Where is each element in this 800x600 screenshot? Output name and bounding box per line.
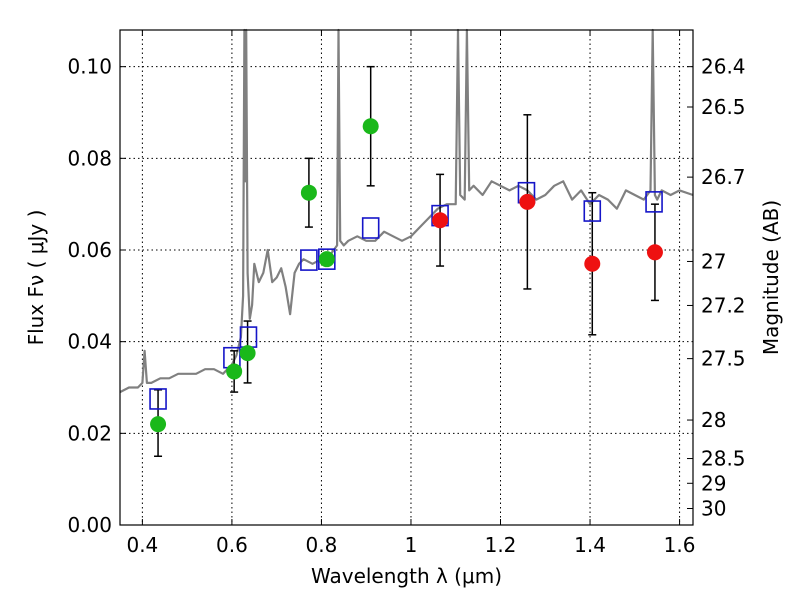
green-data-point <box>239 345 256 362</box>
model-square <box>300 249 318 271</box>
y-tick-label: 0.00 <box>67 513 112 537</box>
plot-frame <box>119 29 694 526</box>
x-tick-label: 1 <box>405 533 418 557</box>
y2-tick-label: 27.5 <box>701 347 746 371</box>
x-tick-label: 0.8 <box>306 533 338 557</box>
model-square <box>361 217 380 239</box>
y-tick-label: 0.06 <box>67 238 112 262</box>
y-tick-label: 0.10 <box>67 55 112 79</box>
y2-tick-label: 26.5 <box>701 95 746 119</box>
y2-tick-label: 26.7 <box>701 165 746 189</box>
model-square <box>149 388 167 410</box>
axis-ticks: 0.4 0.6 0.8 1 1.2 1.4 1.6 0.00 0.02 0.04 0.06 0.08 0… <box>67 30 746 557</box>
green-data-point <box>150 416 167 433</box>
spectrum-line <box>119 28 694 394</box>
x-tick-label: 1.4 <box>574 533 606 557</box>
green-data-point <box>318 251 335 268</box>
observed-points <box>150 118 663 433</box>
green-data-point <box>362 118 379 135</box>
error-bars <box>154 65 659 457</box>
y-axis-label: Flux Fν ( μJy ) <box>24 210 48 346</box>
red-data-point <box>584 255 601 272</box>
y2-tick-label: 26.4 <box>701 55 746 79</box>
y2-axis-label: Magnitude (AB) <box>759 200 783 355</box>
y-tick-label: 0.04 <box>67 330 112 354</box>
y2-tick-label: 27.2 <box>701 293 746 317</box>
x-tick-label: 1.6 <box>664 533 696 557</box>
y-tick-label: 0.08 <box>67 146 112 170</box>
y-tick-label: 0.02 <box>67 421 112 445</box>
model-square <box>239 326 258 348</box>
y2-tick-label: 28.5 <box>701 447 746 471</box>
model-squares <box>149 181 663 410</box>
red-data-point <box>432 212 449 229</box>
x-tick-label: 0.4 <box>126 533 158 557</box>
x-tick-label: 1.2 <box>485 533 517 557</box>
x-axis-label: Wavelength λ (μm) <box>311 564 502 588</box>
model-square <box>645 191 663 213</box>
grid <box>120 30 693 526</box>
green-data-point <box>300 184 317 201</box>
x-tick-label: 0.6 <box>216 533 248 557</box>
spectrum-layer <box>119 28 694 394</box>
model-square <box>583 200 602 222</box>
y2-tick-label: 29 <box>701 471 726 495</box>
red-data-point <box>519 193 536 210</box>
y2-tick-label: 30 <box>701 497 726 521</box>
red-data-point <box>646 244 663 261</box>
green-data-point <box>226 363 243 380</box>
y2-tick-label: 27 <box>701 249 726 273</box>
y2-tick-label: 28 <box>701 408 726 432</box>
